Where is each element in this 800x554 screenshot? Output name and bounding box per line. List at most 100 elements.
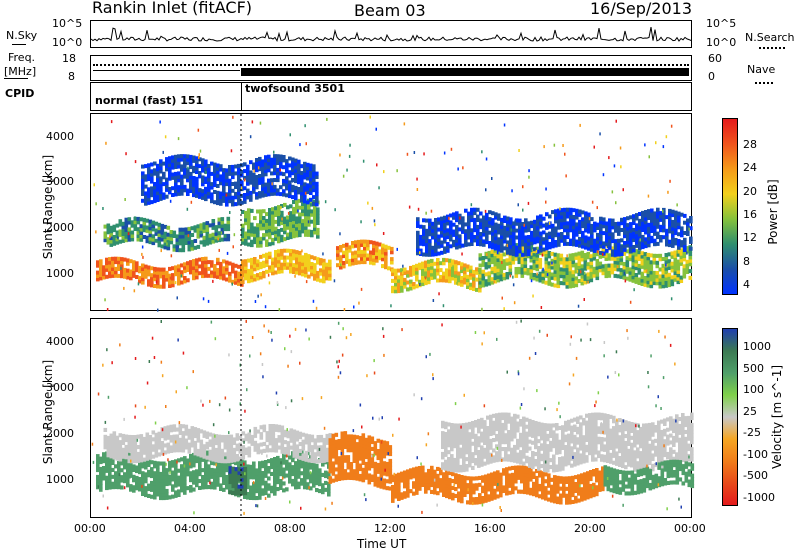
heatmap-cell xyxy=(384,258,388,263)
heatmap-cell xyxy=(397,282,401,287)
heatmap-cell xyxy=(279,154,283,159)
heatmap-cell xyxy=(607,273,612,278)
heatmap-scatter-cell xyxy=(105,141,107,145)
heatmap-cell xyxy=(141,181,145,186)
heatmap-cell xyxy=(400,268,404,273)
heatmap-cell xyxy=(509,234,513,239)
heatmap-cell xyxy=(602,251,606,256)
heatmap-cell xyxy=(614,222,618,226)
heatmap-cell xyxy=(467,242,471,247)
heatmap-cell xyxy=(313,206,317,211)
heatmap-cell xyxy=(670,254,675,259)
heatmap-scatter-cell xyxy=(199,149,202,153)
heatmap-cell xyxy=(532,259,537,264)
heatmap-cell xyxy=(114,266,118,271)
heatmap-cell xyxy=(180,457,184,462)
heatmap-cell xyxy=(312,473,316,478)
heatmap-cell xyxy=(623,234,627,239)
heatmap-cell xyxy=(289,269,293,274)
heatmap-cell xyxy=(189,171,193,176)
heatmap-cell xyxy=(500,221,504,226)
heatmap-cell xyxy=(228,182,232,187)
heatmap-cell xyxy=(430,476,434,481)
heatmap-cell xyxy=(556,260,561,265)
heatmap-cell xyxy=(264,484,268,489)
heatmap-cell xyxy=(153,481,157,486)
heatmap-cell xyxy=(655,277,660,282)
heatmap-cell xyxy=(307,437,312,442)
heatmap-cell xyxy=(460,478,464,483)
heatmap-cell xyxy=(542,247,546,252)
heatmap-cell xyxy=(674,210,678,215)
heatmap-cell xyxy=(106,439,111,444)
heatmap-cell xyxy=(258,495,262,500)
heatmap-cell xyxy=(244,269,248,274)
heatmap-cell xyxy=(274,250,278,254)
heatmap-cell xyxy=(473,217,477,222)
heatmap-cell xyxy=(472,283,476,288)
heatmap-cell xyxy=(162,482,166,487)
heatmap-cell xyxy=(487,281,492,286)
heatmap-scatter-cell xyxy=(133,289,136,293)
heatmap-cell xyxy=(312,466,316,471)
heatmap-cell xyxy=(237,181,241,185)
heatmap-cell xyxy=(171,276,175,281)
nsearch-tick-bottom: 10^0 xyxy=(706,36,737,49)
heatmap-cell xyxy=(440,250,444,255)
heatmap-scatter-cell xyxy=(648,155,650,159)
heatmap-cell xyxy=(653,242,657,247)
heatmap-cell xyxy=(291,167,295,172)
heatmap-cell xyxy=(664,270,669,275)
heatmap-cell xyxy=(99,259,103,264)
heatmap-cell xyxy=(421,278,425,283)
heatmap-scatter-cell xyxy=(406,152,409,156)
heatmap-cell xyxy=(237,187,241,192)
heatmap-cell xyxy=(219,486,223,491)
heatmap-cell xyxy=(328,476,333,481)
heatmap-cell xyxy=(177,278,181,283)
heatmap-scatter-cell xyxy=(304,191,307,195)
heatmap-cell xyxy=(638,225,642,230)
heatmap-cell xyxy=(521,239,525,244)
heatmap-scatter-cell xyxy=(360,287,363,291)
heatmap-cell xyxy=(476,228,480,233)
heatmap-cell xyxy=(343,469,348,474)
heatmap-cell xyxy=(144,472,148,477)
heatmap-cell xyxy=(584,218,588,223)
heatmap-scatter-cell xyxy=(141,252,143,256)
heatmap-cell xyxy=(494,215,498,220)
heatmap-cell xyxy=(536,215,540,220)
heatmap-scatter-cell xyxy=(452,265,454,269)
heatmap-scatter-cell xyxy=(448,216,450,220)
heatmap-cell xyxy=(391,285,395,290)
heatmap-cell xyxy=(162,277,166,282)
heatmap-cell xyxy=(394,268,398,273)
heatmap-cell xyxy=(484,262,489,267)
heatmap-cell xyxy=(139,454,144,459)
heatmap-cell xyxy=(295,263,299,268)
heatmap-cell xyxy=(96,478,100,483)
heatmap-cell xyxy=(145,228,150,233)
heatmap-cell xyxy=(571,256,576,261)
heatmap-cell xyxy=(312,178,316,182)
heatmap-cell xyxy=(160,234,165,239)
heatmap-cell xyxy=(318,478,322,483)
heatmap-cell xyxy=(605,224,609,229)
heatmap-cell xyxy=(460,262,464,267)
heatmap-cell xyxy=(334,439,339,444)
heatmap-cell xyxy=(216,184,220,188)
heatmap-cell xyxy=(270,458,274,463)
heatmap-cell xyxy=(536,249,540,254)
heatmap-cell xyxy=(307,215,311,220)
heatmap-cell xyxy=(219,469,223,474)
heatmap-cell xyxy=(109,437,114,442)
heatmap-cell xyxy=(214,454,219,459)
heatmap-cell xyxy=(247,436,252,441)
heatmap-cell xyxy=(132,478,136,483)
heatmap-cell xyxy=(112,452,117,457)
heatmap-cell xyxy=(280,425,285,430)
heatmap-cell xyxy=(342,254,346,259)
heatmap-cell xyxy=(324,474,328,479)
heatmap-cell xyxy=(258,174,262,178)
heatmap-cell xyxy=(646,283,651,288)
